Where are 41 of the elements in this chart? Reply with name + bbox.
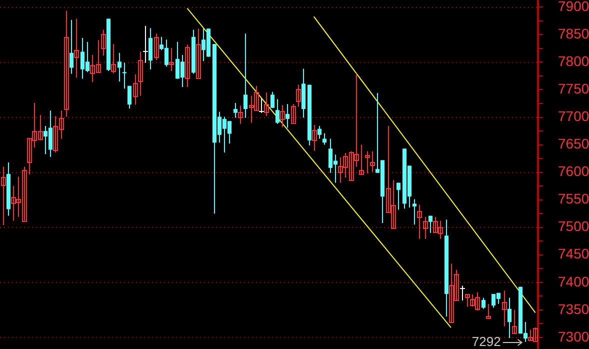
candlestick [512,310,517,334]
candlestick [291,104,296,124]
candlestick [423,216,428,239]
y-tick-label: 7300 [558,328,589,344]
candlestick [296,84,301,107]
candlestick [74,18,79,78]
y-tick-label: 7600 [558,163,589,180]
candlestick [417,204,422,239]
candlestick [101,30,106,56]
y-tick-label: 7400 [558,273,589,290]
candlestick [280,105,285,128]
candlestick [359,144,364,175]
candlestick [111,44,116,74]
candlestick [502,290,507,326]
y-tick-label: 7550 [558,190,589,207]
y-tick-label: 7900 [558,0,589,14]
y-tick-label: 7500 [558,218,589,234]
candlestick [185,44,190,87]
candlestick [143,26,148,63]
candlestick [238,106,243,124]
candlestick [138,52,143,96]
candlestick [196,28,201,79]
candlestick [460,286,465,301]
candlestick [312,124,317,151]
candlestick [64,11,69,117]
y-tick-label: 7450 [558,246,589,262]
y-tick-label: 7750 [558,80,589,97]
candlestick [486,304,491,319]
candlestick [264,92,269,116]
candlestick [154,34,159,60]
candlestick [169,48,174,72]
y-tick-label: 7650 [558,136,589,152]
candlestick [133,74,138,105]
y-tick-label: 7350 [558,300,589,317]
y-tick-label: 7850 [558,26,589,42]
y-tick-label: 7700 [558,108,589,124]
annotation: 7292 [472,334,501,349]
y-tick-label: 7800 [558,53,589,70]
candlestick [365,151,370,174]
candlestick [1,166,6,226]
candlestick [259,98,264,113]
